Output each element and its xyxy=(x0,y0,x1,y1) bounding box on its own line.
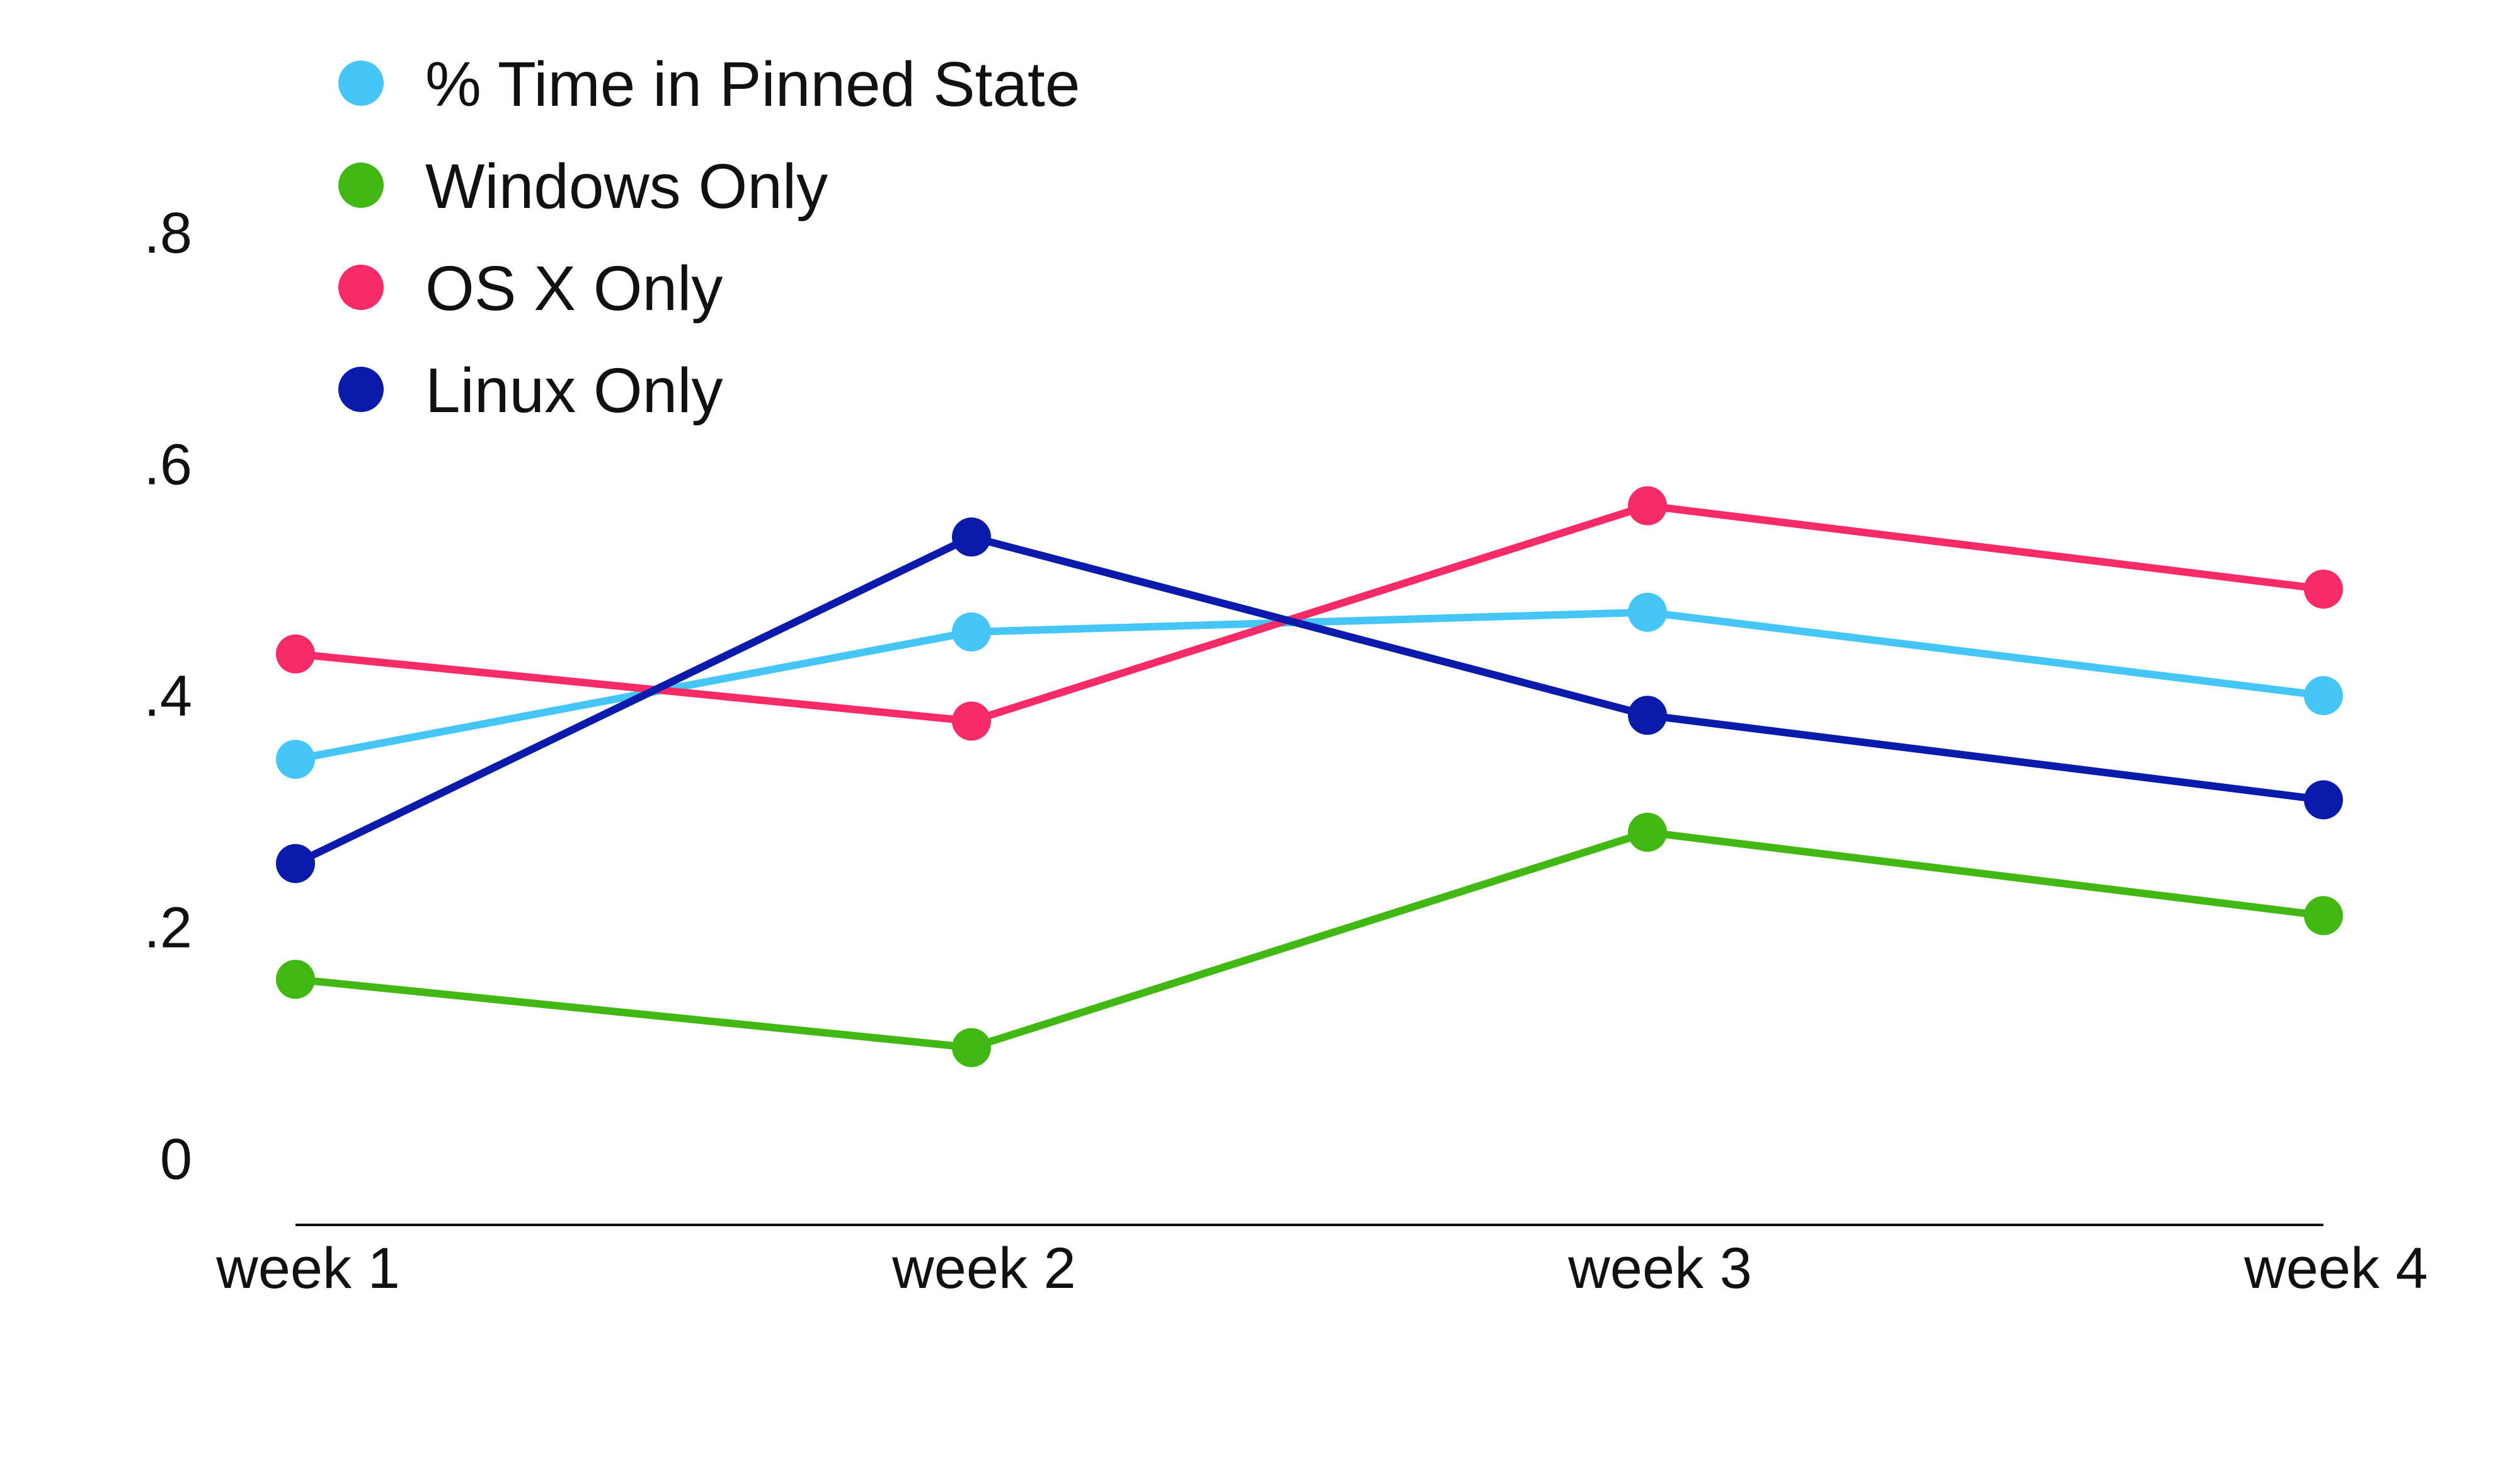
data-point xyxy=(2304,569,2343,609)
series-lines xyxy=(292,502,2327,1052)
data-point xyxy=(1628,696,1667,735)
data-point xyxy=(952,612,991,652)
y-tick-label: .6 xyxy=(144,433,192,497)
series-line xyxy=(292,828,2327,1052)
data-point xyxy=(2304,896,2343,936)
legend-item: Windows Only xyxy=(338,151,828,222)
legend-marker xyxy=(338,367,384,412)
legend-marker xyxy=(338,60,384,106)
data-point xyxy=(1628,486,1667,525)
legend-label: % Time in Pinned State xyxy=(425,49,1080,120)
series-line xyxy=(292,502,2327,725)
legend: % Time in Pinned State Windows Only OS X O… xyxy=(338,49,1080,426)
data-point xyxy=(276,844,315,883)
data-point xyxy=(276,740,315,779)
legend-label: Windows Only xyxy=(425,151,828,222)
x-tick-label: week 3 xyxy=(1567,1236,1752,1301)
data-point xyxy=(1628,592,1667,632)
x-tick-label: week 4 xyxy=(2243,1236,2428,1301)
x-tick-label: week 1 xyxy=(215,1236,400,1301)
y-axis-tick-labels: 0 .2 .4 .6 .8 xyxy=(144,201,192,1192)
x-axis-tick-labels: week 1 week 2 week 3 week 4 xyxy=(215,1236,2428,1301)
y-tick-label: 0 xyxy=(160,1127,192,1192)
legend-label: Linux Only xyxy=(425,355,723,426)
legend-marker xyxy=(338,265,384,310)
data-point xyxy=(276,634,315,674)
data-point xyxy=(952,701,991,741)
legend-marker xyxy=(338,163,384,208)
legend-item: % Time in Pinned State xyxy=(338,49,1080,120)
data-point xyxy=(952,1028,991,1067)
data-point xyxy=(276,960,315,999)
legend-item: OS X Only xyxy=(338,253,723,324)
y-tick-label: .8 xyxy=(144,201,192,265)
series-line xyxy=(292,608,2327,764)
y-tick-label: .4 xyxy=(144,664,192,728)
data-point xyxy=(2304,780,2343,820)
data-point xyxy=(1628,812,1667,852)
y-tick-label: .2 xyxy=(144,896,192,960)
data-point xyxy=(952,517,991,557)
series-points xyxy=(276,486,2343,1067)
x-tick-label: week 2 xyxy=(891,1236,1076,1301)
legend-label: OS X Only xyxy=(425,253,723,324)
series-line xyxy=(292,533,2327,868)
legend-item: Linux Only xyxy=(338,355,723,426)
data-point xyxy=(2304,676,2343,715)
